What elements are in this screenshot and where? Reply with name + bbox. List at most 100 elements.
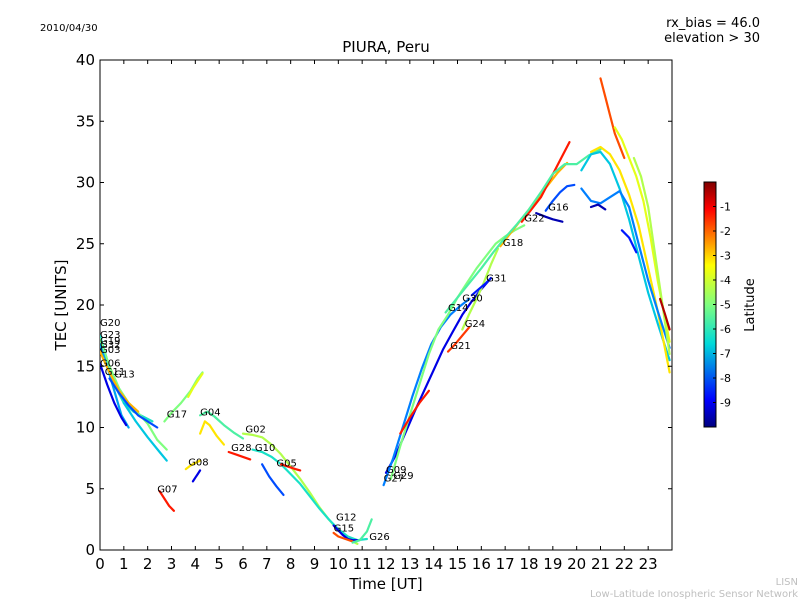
credit-lisn: LISN (776, 577, 798, 588)
series-g19 (100, 343, 130, 429)
x-tick-label: 8 (286, 555, 296, 573)
satellite-label-g15: G15 (334, 524, 354, 535)
satellite-label-g04: G04 (200, 407, 220, 418)
colorbar-tick-label: -4 (720, 274, 731, 287)
satellite-label-g32: G32 (100, 340, 120, 351)
colorbar-tick-label: -7 (720, 348, 731, 361)
satellite-label-g27: G27 (384, 473, 404, 484)
x-tick-label: 21 (591, 555, 610, 573)
satellite-label-g10: G10 (255, 443, 275, 454)
x-axis-ticks: 0 1 2 3 4 5 6 7 8 9 10 11 12 13 14 15 16 17 18 19 20 21 22 23 (95, 60, 658, 573)
x-tick-label: 5 (214, 555, 224, 573)
series-g31 (470, 277, 492, 297)
series-g14 (444, 148, 602, 314)
series-g17 (163, 371, 204, 423)
chart-title: PIURA, Peru (342, 38, 429, 56)
satellite-label-g23: G23 (100, 330, 120, 341)
y-tick-label: 30 (76, 174, 95, 192)
satellite-label-g14: G14 (448, 303, 468, 314)
series-g10 (251, 448, 368, 542)
y-tick-label: 25 (76, 235, 95, 253)
colorbar-tick-label: -2 (720, 225, 731, 238)
series-g13b (658, 297, 671, 331)
x-tick-label: 22 (615, 555, 634, 573)
y-axis-ticks: 0 5 10 15 20 25 30 35 40 (76, 51, 672, 559)
series-g25 (589, 145, 671, 374)
satellite-label-g31: G31 (486, 274, 506, 285)
x-tick-label: 15 (448, 555, 467, 573)
series-g12 (332, 524, 359, 542)
x-tick-label: 17 (496, 555, 515, 573)
series-g27 (382, 297, 471, 487)
series-g15 (332, 531, 354, 543)
series-g04 (199, 410, 245, 440)
x-tick-label: 1 (119, 555, 129, 573)
satellite-label-g05: G05 (276, 459, 296, 470)
y-tick-label: 35 (76, 112, 95, 130)
series-g28 (227, 450, 252, 461)
satellite-label-g16: G16 (548, 203, 568, 214)
colorbar-tick-label: -1 (720, 201, 731, 214)
x-tick-label: 16 (472, 555, 491, 573)
x-tick-label: 2 (143, 555, 153, 573)
x-tick-label: 4 (191, 555, 201, 573)
x-tick-label: 9 (310, 555, 320, 573)
colorbar-tick-label: -9 (720, 397, 731, 410)
x-tick-label: 10 (329, 555, 348, 573)
satellite-label-g12: G12 (336, 513, 356, 524)
colorbar-ticks: -1 -2 -3 -4 -5 -6 -7 -8 -9 (713, 201, 731, 410)
satellite-label-g22: G22 (524, 214, 544, 225)
x-tick-label: 6 (238, 555, 248, 573)
elevation-label: elevation > 30 (664, 31, 760, 46)
satellite-label-g28: G28 (231, 443, 251, 454)
series-g24 (461, 247, 500, 331)
series-g21 (446, 326, 471, 353)
x-tick-label: 18 (519, 555, 538, 573)
series-g29b (399, 389, 430, 435)
satellite-label-g13: G13 (114, 369, 134, 380)
satellite-label-g08: G08 (188, 458, 208, 469)
date-label: 2010/04/30 (40, 23, 98, 34)
series-g26 (351, 518, 373, 544)
x-tick-label: 19 (543, 555, 562, 573)
y-tick-label: 15 (76, 357, 95, 375)
x-tick-label: 0 (95, 555, 105, 573)
plot-area (99, 59, 673, 551)
satellite-label-g26: G26 (369, 532, 389, 543)
series-g02b (580, 187, 671, 349)
credit-network: Low-Latitude Ionospheric Sensor Network (590, 589, 798, 600)
series-g05b (280, 463, 302, 472)
rx-bias-label: rx_bias = 46.0 (666, 16, 760, 31)
satellite-label-g17: G17 (167, 410, 187, 421)
series-g04b (199, 420, 225, 446)
satellite-label-g07: G07 (157, 484, 177, 495)
satellite-label-g11: G11 (105, 367, 125, 378)
colorbar-tick-label: -3 (720, 250, 731, 263)
series-g01 (599, 77, 626, 160)
x-tick-label: 3 (167, 555, 177, 573)
satellite-label-g09: G09 (386, 465, 406, 476)
y-tick-label: 0 (85, 541, 95, 559)
colorbar-tick-label: -8 (720, 372, 731, 385)
satellite-label-g18: G18 (503, 238, 523, 249)
satellite-label-g24: G24 (465, 319, 485, 330)
x-tick-label: 14 (424, 555, 443, 573)
series-g06 (100, 362, 128, 427)
series-g08 (184, 459, 202, 471)
x-tick-label: 13 (400, 555, 419, 573)
series-g01b (613, 126, 671, 343)
x-tick-label: 23 (639, 555, 658, 573)
series-g08b (191, 469, 202, 483)
satellite-label-g29: G29 (393, 471, 413, 482)
y-axis-title: TEC [UNITS] (52, 260, 70, 352)
y-tick-label: 20 (76, 296, 95, 314)
x-tick-label: 7 (262, 555, 272, 573)
series-g32 (122, 401, 168, 462)
series-g19b (589, 203, 607, 211)
satellite-label-g20: G20 (100, 318, 120, 329)
series-g17b (187, 372, 204, 398)
satellite-label-g06: G06 (100, 358, 120, 369)
satellite-label-g03: G03 (100, 345, 120, 356)
